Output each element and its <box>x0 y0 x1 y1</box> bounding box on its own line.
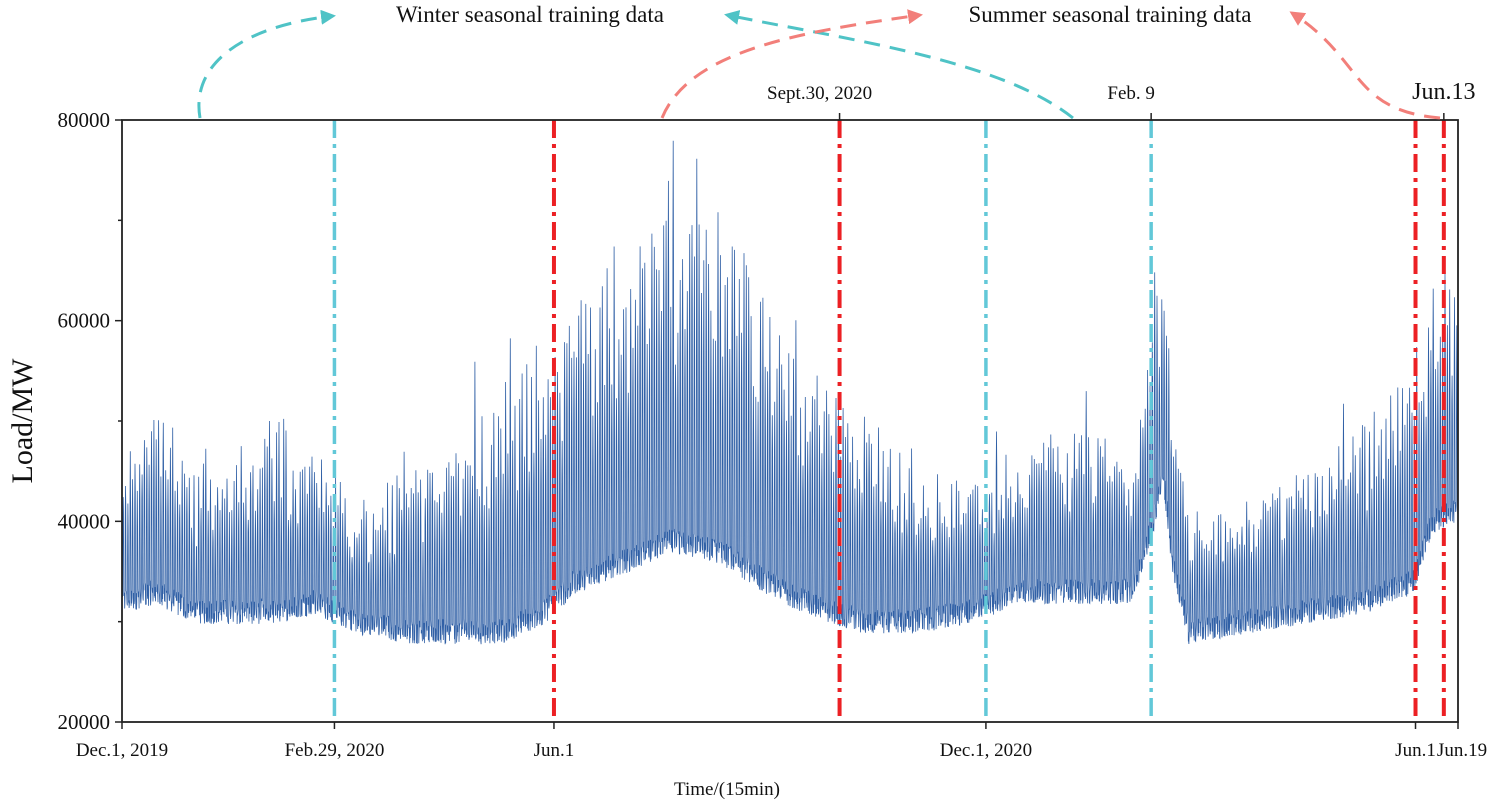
load-series <box>122 140 1458 645</box>
winter-annotation: Winter seasonal training data <box>396 2 664 27</box>
x-tick-label: Jun.19 <box>1437 740 1487 761</box>
y-tick-label: 40000 <box>58 509 111 533</box>
summer-annotation: Summer seasonal training data <box>969 2 1252 27</box>
y-axis-label: Load/MW <box>6 358 39 484</box>
y-tick-label: 80000 <box>58 108 111 132</box>
y-tick-label: 20000 <box>58 710 111 734</box>
x-tick-label: Jun.1 <box>534 740 575 761</box>
y-axis: 20000 40000 60000 80000 <box>58 108 122 734</box>
x-tick-label: Jun.1 <box>1395 740 1436 761</box>
load-line <box>122 140 1458 645</box>
winter-arrow-left <box>197 9 336 119</box>
winter-arrow-right <box>724 10 1074 120</box>
summer-arrow-left <box>660 9 923 119</box>
plot-frame <box>121 119 1459 723</box>
x-top-tick-label: Jun.13 <box>1412 79 1475 105</box>
season-markers <box>332 120 1446 722</box>
y-tick-label: 60000 <box>58 309 111 333</box>
x-axis-label: Time/(15min) <box>674 779 780 800</box>
x-axis: Dec.1, 2019 Feb.29, 2020 Jun.1 Dec.1, 2020 J… <box>76 79 1487 761</box>
x-tick-label: Feb.29, 2020 <box>285 740 385 761</box>
x-tick-label: Dec.1, 2020 <box>940 740 1032 761</box>
summer-arrow-right <box>1289 11 1441 120</box>
x-top-tick-label: Feb. 9 <box>1107 83 1155 104</box>
x-top-tick-label: Sept.30, 2020 <box>767 83 872 104</box>
x-tick-label: Dec.1, 2019 <box>76 740 168 761</box>
